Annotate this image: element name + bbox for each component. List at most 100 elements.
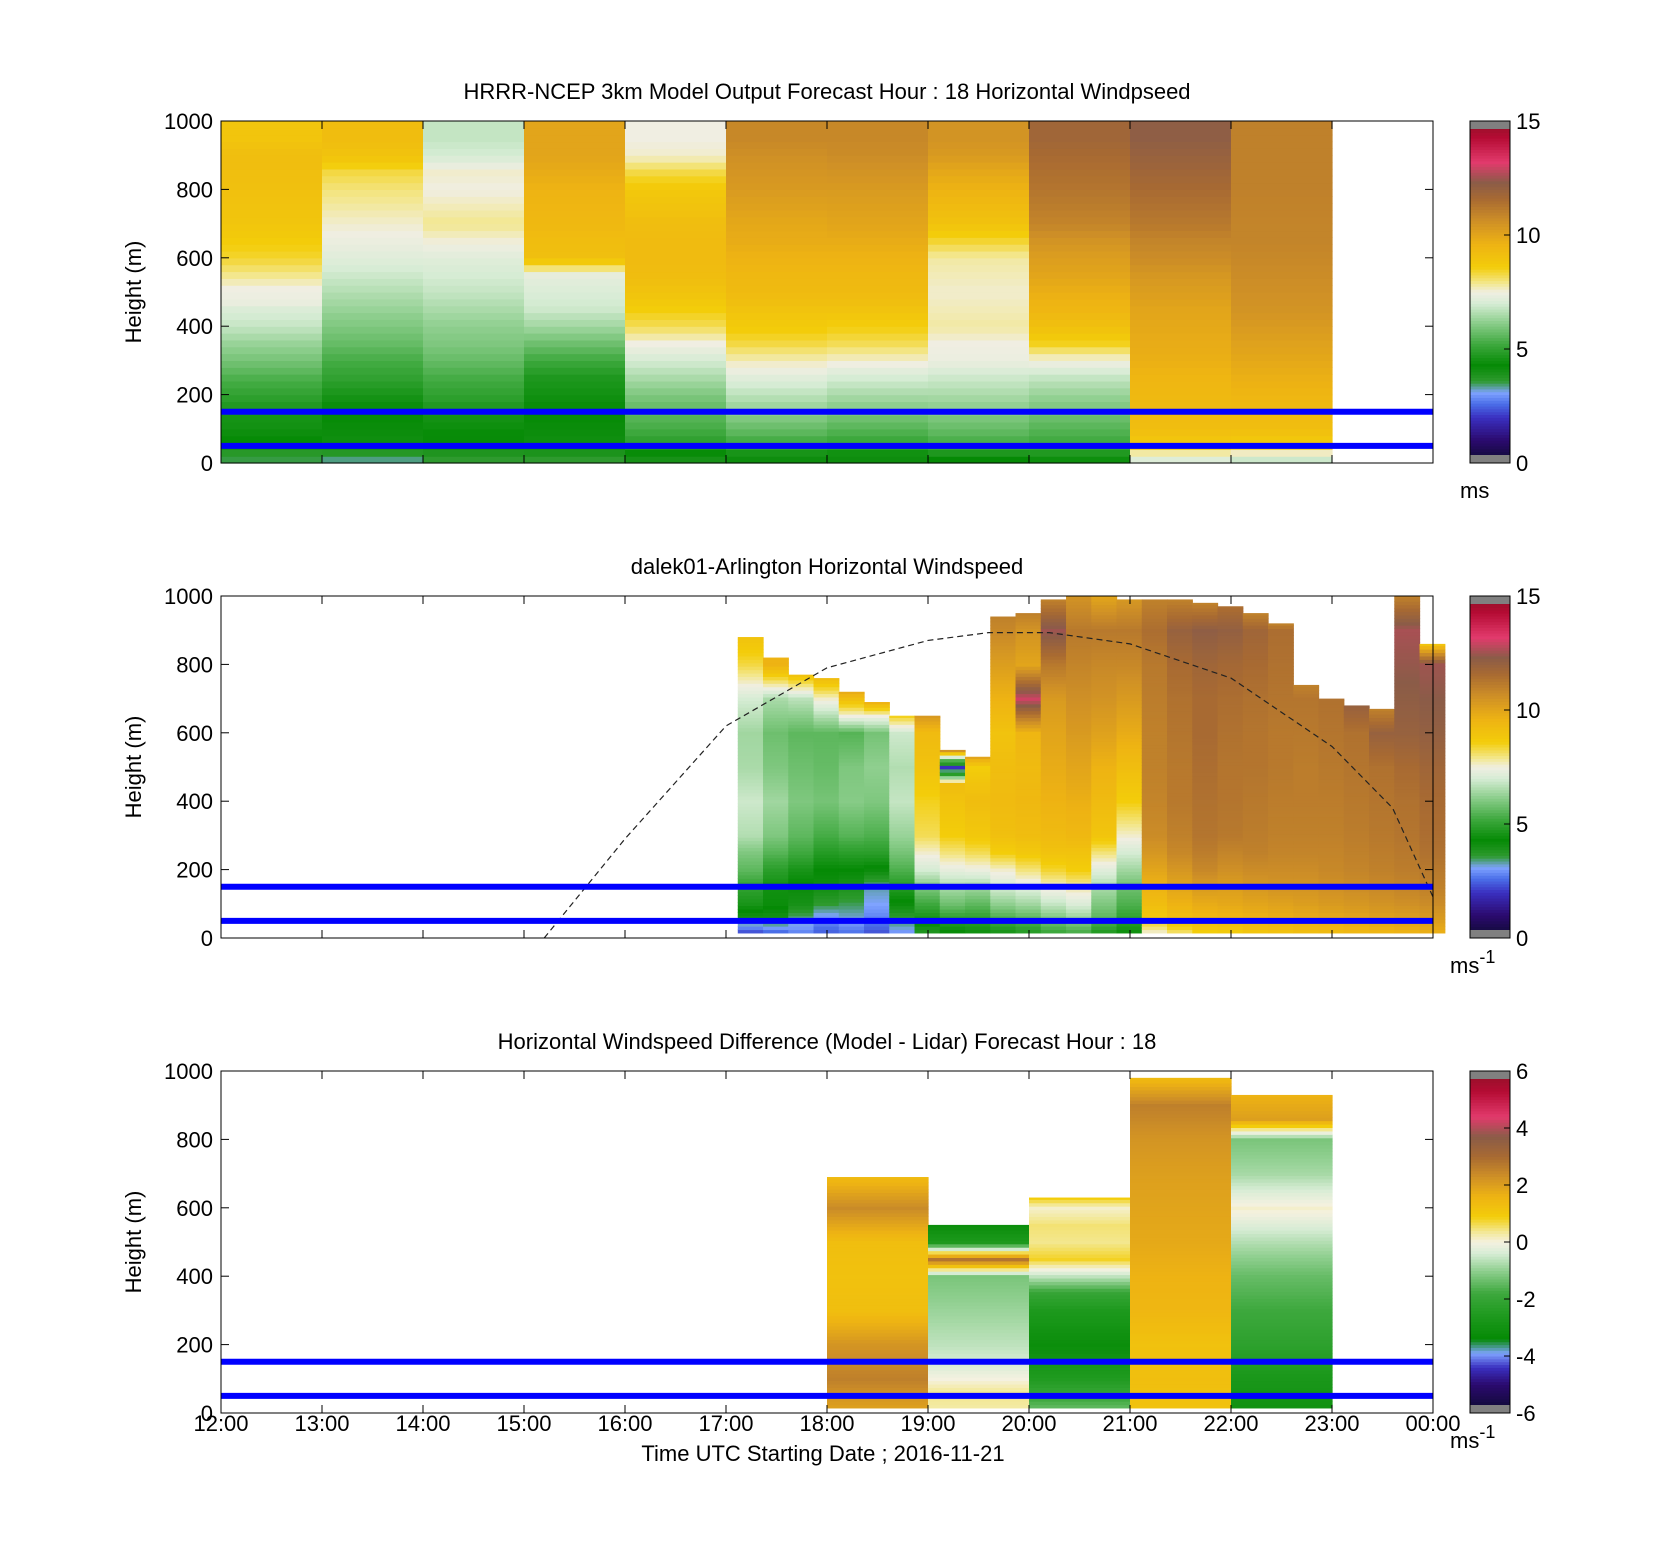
heatmap-cell [1066, 744, 1092, 749]
heatmap-cell [889, 744, 916, 749]
heatmap-cell [1029, 1267, 1131, 1272]
heatmap-cell [322, 196, 424, 204]
colorbar-segment [1470, 903, 1510, 908]
heatmap-cell [827, 339, 929, 348]
colorbar-segment [1470, 761, 1510, 765]
heatmap-cell [1192, 693, 1219, 698]
heatmap-cell [1192, 888, 1219, 893]
heatmap-cell [1015, 922, 1042, 927]
heatmap-cell [625, 134, 727, 143]
heatmap-cell [1066, 926, 1092, 931]
heatmap-cell [1217, 802, 1244, 807]
colorbar-segment [1470, 346, 1510, 350]
heatmap-cell [1040, 755, 1067, 760]
heatmap-cell [813, 734, 840, 739]
heatmap-cell [1394, 731, 1421, 736]
colorbar-segment [1470, 1358, 1510, 1363]
heatmap-cell [221, 216, 323, 225]
heatmap-cell [939, 792, 966, 797]
heatmap-cell [1066, 683, 1092, 688]
heatmap-cell [737, 922, 764, 927]
heatmap-cell [1141, 703, 1168, 708]
heatmap-cell [1369, 755, 1395, 760]
heatmap-cell [1091, 912, 1118, 917]
heatmap-cell [1343, 820, 1370, 825]
heatmap-cell [763, 915, 789, 920]
heatmap-cell [1231, 209, 1333, 218]
heatmap-cell [1394, 737, 1421, 742]
heatmap-cell [1029, 1230, 1131, 1235]
heatmap-cell [1040, 775, 1067, 780]
heatmap-cell [864, 823, 890, 828]
heatmap-cell [726, 319, 828, 327]
heatmap-cell [1318, 717, 1345, 722]
heatmap-cell [1369, 929, 1395, 934]
heatmap-cell [1015, 912, 1042, 917]
heatmap-cell [990, 843, 1017, 848]
heatmap-cell [423, 209, 525, 218]
x-tick-label: 15:00 [496, 1411, 551, 1436]
heatmap-cell [1242, 912, 1269, 917]
heatmap-cell [1066, 751, 1092, 756]
heatmap-cell [726, 312, 828, 320]
heatmap-cell [1066, 850, 1092, 855]
heatmap-cell [889, 715, 916, 719]
heatmap-cell [1141, 881, 1168, 886]
heatmap-cell [838, 823, 865, 828]
heatmap-cell [1130, 203, 1232, 211]
heatmap-cell [827, 1209, 929, 1214]
heatmap-cell [1040, 912, 1067, 917]
heatmap-cell [763, 898, 789, 903]
heatmap-cell [1242, 826, 1269, 831]
heatmap-cell [1343, 707, 1370, 712]
colorbar-segment [1470, 1373, 1510, 1377]
colorbar-segment [1470, 843, 1510, 848]
heatmap-cell [1231, 278, 1333, 286]
heatmap-cell [1242, 710, 1269, 715]
heatmap-cell [737, 871, 764, 876]
colorbar-segment [1470, 138, 1510, 142]
colorbar-segment [1470, 1142, 1510, 1146]
heatmap-cell [1167, 601, 1193, 606]
heatmap-cell [524, 250, 626, 259]
colorbar-segment [1470, 1179, 1510, 1183]
heatmap-cell [1141, 676, 1168, 681]
heatmap-cell [763, 837, 789, 842]
heatmap-cell [788, 710, 815, 715]
colorbar-segment [1470, 1287, 1510, 1291]
heatmap-cell [1242, 929, 1269, 934]
colorbar-segment [1470, 687, 1510, 691]
heatmap-cell [889, 905, 916, 910]
heatmap-cell [1029, 1377, 1131, 1382]
heatmap-cell [1130, 367, 1232, 375]
heatmap-cell [625, 346, 727, 355]
colorbar-segment [1470, 647, 1510, 651]
heatmap-cell [1040, 649, 1067, 654]
heatmap-cell [1231, 182, 1333, 190]
heatmap-cell [1268, 679, 1294, 684]
heatmap-cell [763, 840, 789, 845]
heatmap-cell [1116, 857, 1143, 862]
heatmap-cell [990, 669, 1017, 674]
heatmap-cell [1192, 833, 1219, 838]
colorbar-segment [1470, 804, 1510, 808]
heatmap-cell [322, 319, 424, 327]
heatmap-cell [864, 902, 890, 907]
heatmap-cell [726, 333, 828, 341]
heatmap-cell [1130, 1202, 1232, 1207]
colorbar-segment [1470, 655, 1510, 660]
heatmap-cell [1091, 720, 1118, 725]
heatmap-cell [1015, 758, 1042, 763]
heatmap-cell [1167, 631, 1193, 636]
heatmap-cell [1130, 141, 1232, 149]
heatmap-cell [827, 1257, 929, 1262]
heatmap-cell [221, 360, 323, 368]
heatmap-cell [625, 230, 727, 238]
heatmap-cell [625, 168, 727, 177]
heatmap-cell [965, 874, 991, 879]
heatmap-cell [928, 1346, 1030, 1351]
heatmap-cell [1231, 1257, 1333, 1262]
heatmap-cell [1293, 778, 1320, 783]
heatmap-cell [221, 244, 323, 252]
heatmap-cell [423, 339, 525, 348]
